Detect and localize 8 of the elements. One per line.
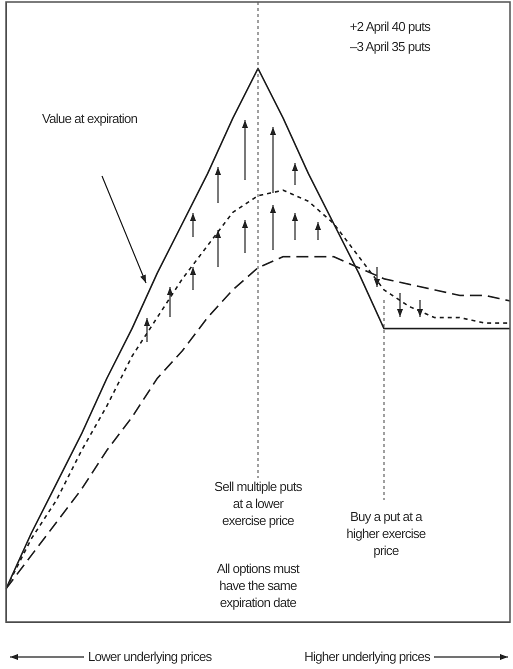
- text: –3 April 35 puts: [348, 38, 432, 55]
- annotation: All options must have the same expiration date: [216, 560, 300, 611]
- text: +2 April 40 puts: [348, 18, 432, 35]
- annotation: Buy a put at a higher exercise price: [345, 508, 427, 559]
- annotation: Value at expiration: [42, 110, 138, 127]
- text: Higher underlying prices: [303, 648, 430, 665]
- annotation: Sell multiple puts at a lower exercise price: [213, 478, 303, 529]
- text: Lower underlying prices: [88, 648, 213, 665]
